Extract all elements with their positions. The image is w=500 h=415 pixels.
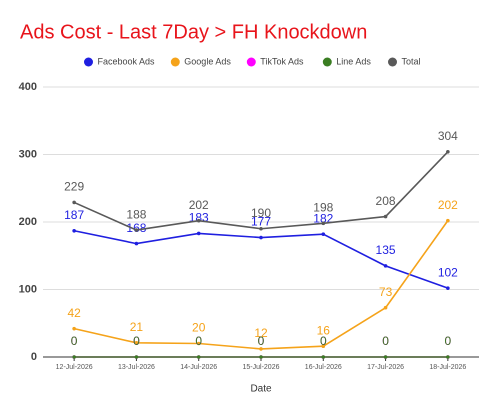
data-label: 0	[445, 334, 452, 348]
data-point	[446, 286, 450, 290]
data-point	[72, 200, 76, 205]
data-label: 0	[133, 334, 140, 348]
data-label: 12	[254, 326, 268, 340]
data-label: 0	[195, 334, 202, 348]
data-point	[196, 341, 201, 346]
data-point	[383, 264, 388, 268]
data-label: 0	[320, 334, 327, 348]
data-label: 0	[258, 334, 265, 348]
data-point	[134, 228, 139, 232]
legend-marker	[388, 57, 397, 67]
data-label: 168	[126, 221, 146, 235]
data-point	[259, 347, 263, 351]
legend-marker	[170, 57, 180, 67]
data-point	[321, 344, 326, 349]
y-tick-label: 0	[31, 351, 37, 363]
data-label: 0	[445, 334, 452, 348]
legend-label: Total	[402, 56, 421, 66]
x-tick-label: 16-Jul-2026	[305, 364, 342, 371]
data-point	[72, 326, 76, 331]
legend-marker	[246, 57, 256, 67]
data-point	[321, 355, 326, 359]
data-label: 0	[71, 334, 78, 348]
data-point	[383, 305, 388, 310]
data-point	[134, 341, 139, 345]
x-tick-label: 15-Jul-2026	[243, 364, 280, 371]
data-label: 0	[320, 334, 327, 348]
data-label: 304	[438, 129, 458, 143]
data-point	[259, 355, 263, 359]
x-tick-label: 17-Jul-2026	[367, 364, 404, 371]
data-label: 208	[376, 194, 396, 208]
chart-title: Ads Cost - Last 7Day > FH Knockdown	[20, 21, 367, 43]
series-line	[73, 229, 449, 289]
legend-label: Facebook Ads	[98, 56, 156, 66]
data-label: 42	[67, 306, 81, 320]
x-tick-label: 12-Jul-2026	[56, 364, 93, 371]
data-label: 182	[313, 211, 333, 225]
legend-label: Line Ads	[336, 56, 371, 66]
data-label: 21	[130, 320, 144, 334]
data-point	[72, 228, 76, 233]
data-label: 0	[195, 334, 202, 348]
data-point	[196, 231, 201, 236]
y-tick-label: 100	[19, 283, 37, 295]
legend-label: Google Ads	[184, 56, 231, 66]
data-point	[383, 214, 388, 219]
data-label: 190	[251, 206, 271, 220]
data-label: 202	[189, 198, 209, 212]
legend-marker	[84, 57, 93, 67]
x-tick-label: 13-Jul-2026	[118, 364, 155, 371]
data-label: 0	[382, 334, 389, 348]
data-point	[134, 355, 139, 359]
data-label: 0	[71, 334, 78, 348]
data-label: 0	[133, 334, 140, 348]
data-point	[383, 355, 388, 359]
data-label: 0	[258, 334, 265, 348]
y-tick-label: 400	[19, 81, 37, 93]
data-label: 229	[64, 180, 84, 194]
data-label: 198	[313, 201, 333, 215]
data-label: 16	[317, 323, 331, 337]
data-point	[446, 218, 450, 223]
data-point	[321, 221, 326, 226]
data-label: 102	[438, 265, 458, 279]
data-point	[134, 241, 139, 246]
data-label: 20	[192, 321, 206, 335]
data-point	[446, 150, 450, 154]
data-point	[196, 355, 201, 359]
data-point	[196, 218, 201, 223]
data-point	[446, 355, 450, 359]
data-label: 73	[379, 285, 393, 299]
data-label: 135	[376, 243, 396, 257]
y-tick-label: 300	[19, 148, 37, 160]
data-point	[72, 355, 76, 359]
data-label: 188	[126, 207, 146, 221]
data-label: 183	[189, 211, 209, 225]
x-tick-label: 14-Jul-2026	[180, 364, 217, 371]
x-axis-label: Date	[250, 384, 272, 395]
legend-marker	[322, 57, 332, 67]
data-label: 187	[64, 208, 84, 222]
legend-label: TikTok Ads	[260, 56, 304, 66]
x-tick-label: 18-Jul-2026	[429, 364, 466, 371]
data-label: 0	[382, 334, 389, 348]
data-point	[259, 226, 263, 231]
data-point	[321, 232, 326, 236]
data-label: 202	[438, 198, 458, 212]
data-label: 177	[251, 215, 271, 229]
y-tick-label: 200	[19, 216, 37, 228]
data-point	[259, 235, 263, 240]
